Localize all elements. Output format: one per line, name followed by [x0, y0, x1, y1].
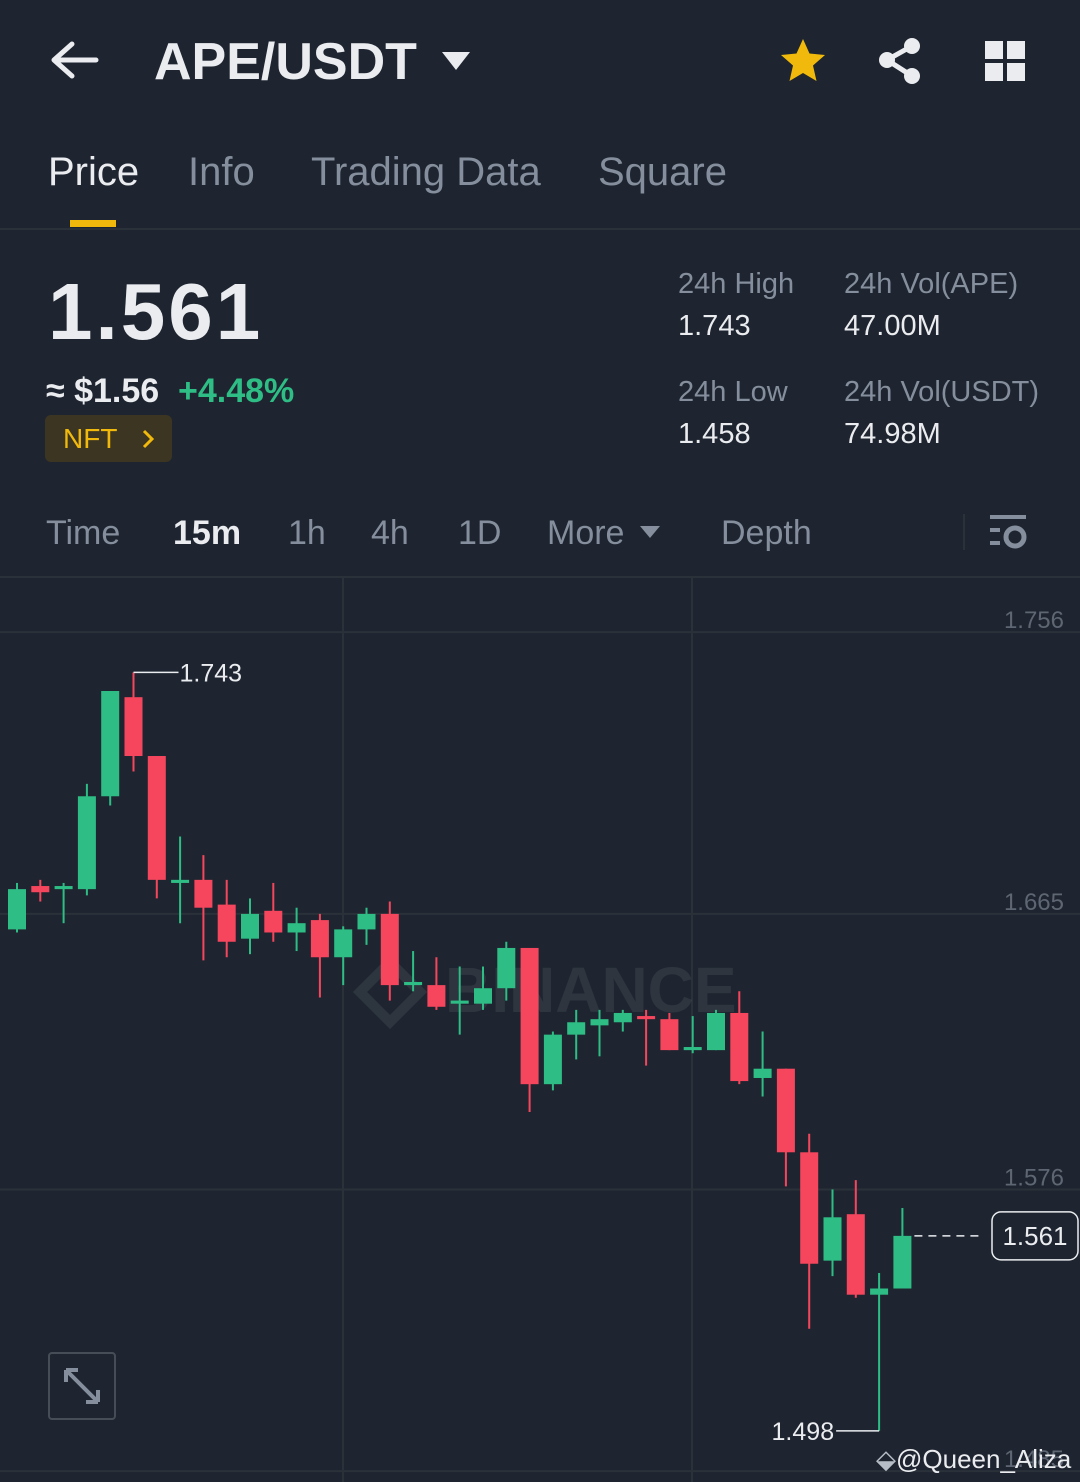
layout-button[interactable]: [984, 40, 1028, 84]
watermark-text: BINANCE: [445, 954, 737, 1026]
candle-body: [730, 1012, 749, 1082]
pair-dropdown[interactable]: [440, 50, 472, 72]
stat-label: 24h Vol(USDT): [844, 376, 1040, 408]
interval[interactable]: Time: [46, 514, 121, 552]
tab[interactable]: Info: [188, 150, 255, 194]
candle-body: [77, 796, 96, 890]
stat-label: 24h Low: [678, 376, 788, 408]
candlestick-chart: BINANCE 1.756 1.665 1.576 1.485 1.743 1.498 1.…: [0, 578, 1080, 1482]
badge-text: NFT: [63, 423, 118, 454]
interval[interactable]: 4h: [371, 514, 409, 552]
candle-body: [450, 1000, 469, 1004]
y-tick-label: 1.756: [1004, 607, 1064, 634]
stat-value: 1.458: [678, 418, 751, 450]
candle-body: [171, 879, 190, 883]
stat-value: 1.743: [678, 310, 751, 342]
candle-body: [753, 1068, 772, 1078]
candle-body: [776, 1068, 795, 1153]
candle-body: [404, 982, 423, 986]
candle-body: [613, 1012, 632, 1023]
divider: [0, 576, 1080, 578]
candle-body: [264, 910, 283, 933]
interval[interactable]: More: [547, 514, 625, 552]
last-price: 1.561: [48, 267, 264, 356]
candle-body: [683, 1047, 702, 1051]
watermark-user: @Queen_Aliza: [896, 1444, 1072, 1474]
candle-body: [217, 904, 236, 942]
candle-body: [543, 1034, 562, 1085]
candle-body: [31, 886, 50, 893]
interval[interactable]: 1h: [288, 514, 326, 552]
candle-body: [637, 1016, 656, 1020]
stat-label: 24h Vol(APE): [844, 268, 1019, 300]
high-marker-label: 1.743: [180, 659, 243, 687]
favorite-star[interactable]: [778, 36, 828, 86]
candle-body: [241, 913, 259, 939]
candle-body: [380, 913, 399, 986]
user-watermark: ⬙@Queen_Aliza: [876, 1444, 1072, 1474]
tab[interactable]: Trading Data: [311, 150, 541, 194]
interval[interactable]: 1D: [458, 514, 502, 552]
candle-body: [520, 947, 539, 1085]
stat-value: 47.00M: [844, 310, 941, 342]
pair-title[interactable]: APE/USDT: [154, 33, 417, 91]
candle-body: [310, 920, 329, 958]
candle-body: [194, 879, 213, 908]
last-price-label: 1.561: [1002, 1221, 1067, 1251]
interval[interactable]: Depth: [721, 514, 812, 552]
chart-settings[interactable]: [988, 512, 1030, 552]
stat-label: 24h High: [678, 268, 795, 300]
fullscreen-button[interactable]: [48, 1352, 116, 1420]
price-change: +4.48%: [178, 372, 295, 410]
y-tick-label: 1.485: [1004, 1446, 1064, 1473]
interval[interactable]: 15m: [173, 514, 242, 552]
tab[interactable]: Price: [48, 150, 140, 194]
last-price-box: [991, 1211, 1079, 1261]
candle-body: [846, 1214, 865, 1295]
watermark-logo: BINANCE: [352, 954, 737, 1030]
tab-indicator: [70, 220, 116, 227]
back-button[interactable]: [48, 38, 102, 82]
expand-icon: [64, 1368, 100, 1404]
candle-body: [124, 697, 143, 757]
low-marker-label: 1.498: [772, 1418, 835, 1446]
badge-arrow: [142, 429, 155, 449]
nft-badge[interactable]: NFT: [45, 415, 172, 462]
y-tick-label: 1.576: [1004, 1164, 1064, 1191]
candle-body: [287, 923, 306, 933]
tab[interactable]: Square: [598, 150, 727, 194]
candle-body: [893, 1235, 912, 1289]
candle-body: [660, 1019, 679, 1051]
divider: [0, 228, 1080, 230]
candle-body: [427, 985, 446, 1007]
more-dropdown[interactable]: [638, 524, 662, 540]
candle-body: [590, 1019, 609, 1026]
share-button[interactable]: [876, 36, 926, 86]
stat-value: 74.98M: [844, 418, 941, 450]
usd-price: ≈ $1.56: [46, 372, 160, 410]
candle-body: [800, 1152, 819, 1264]
candle-body: [497, 947, 516, 989]
divider: [963, 514, 965, 550]
candle-body: [54, 886, 73, 890]
candle-body: [707, 1012, 725, 1051]
candle-body: [101, 691, 120, 797]
candle-body: [823, 1217, 842, 1261]
candle-body: [334, 929, 353, 958]
candle-body: [567, 1022, 586, 1035]
candle-body: [474, 988, 492, 1004]
candle-body: [8, 889, 26, 930]
candle-body: [870, 1288, 889, 1295]
candle-body: [357, 913, 376, 930]
candle-body: [147, 756, 166, 880]
y-tick-label: 1.665: [1004, 889, 1064, 916]
